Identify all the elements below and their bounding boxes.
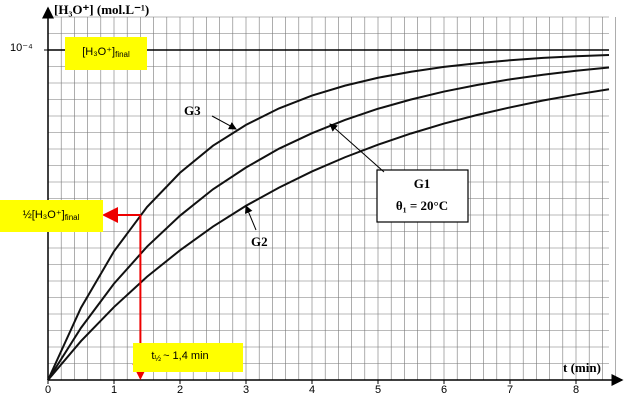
annotation: [H₃O⁺]final <box>82 46 130 59</box>
annotation-box <box>133 343 243 372</box>
curve-label: G3 <box>184 103 201 118</box>
annotation-sub: final <box>65 213 80 222</box>
annotation-text: t <box>151 350 154 362</box>
x-tick-label: 7 <box>507 384 513 396</box>
label-arrow <box>211 115 237 130</box>
annotation-text: ½[H₃O⁺] <box>23 209 65 221</box>
label-box <box>376 169 469 223</box>
curve-label: G2 <box>251 234 268 249</box>
x-tick-label: 5 <box>375 384 381 396</box>
x-tick-label: 4 <box>309 384 315 396</box>
grid <box>48 16 616 380</box>
annotation-text: [H₃O⁺] <box>82 46 115 58</box>
curve <box>47 53 610 381</box>
annotation-box <box>65 37 147 70</box>
curve <box>47 66 610 381</box>
annotation-sub: ½ <box>154 354 161 363</box>
annotation: ½[H₃O⁺]final <box>23 209 80 222</box>
annotation-rest: ~ 1,4 min <box>163 350 209 362</box>
label-arrow <box>329 123 385 173</box>
x-tick-label: 6 <box>441 384 447 396</box>
curve-note: θ₁ = 20°C <box>396 198 448 213</box>
x-tick-label: 2 <box>177 384 183 396</box>
y-tick-label: 10⁻⁴ <box>10 42 33 54</box>
annotation: t½ ~ 1,4 min <box>151 350 208 363</box>
y-axis-label: [H₃O⁺] (mol.L⁻¹) <box>54 2 149 17</box>
curve-label: G1 <box>414 176 431 191</box>
x-axis-label: t (min) <box>563 360 601 375</box>
x-tick-label: 3 <box>243 384 249 396</box>
x-tick-label: 1 <box>111 384 117 396</box>
label-arrow <box>245 205 257 231</box>
curve <box>47 88 610 381</box>
annotation-box <box>0 200 103 232</box>
x-tick-label: 0 <box>45 384 51 396</box>
annotation-sub: final <box>115 50 130 59</box>
x-tick-label: 8 <box>573 384 579 396</box>
